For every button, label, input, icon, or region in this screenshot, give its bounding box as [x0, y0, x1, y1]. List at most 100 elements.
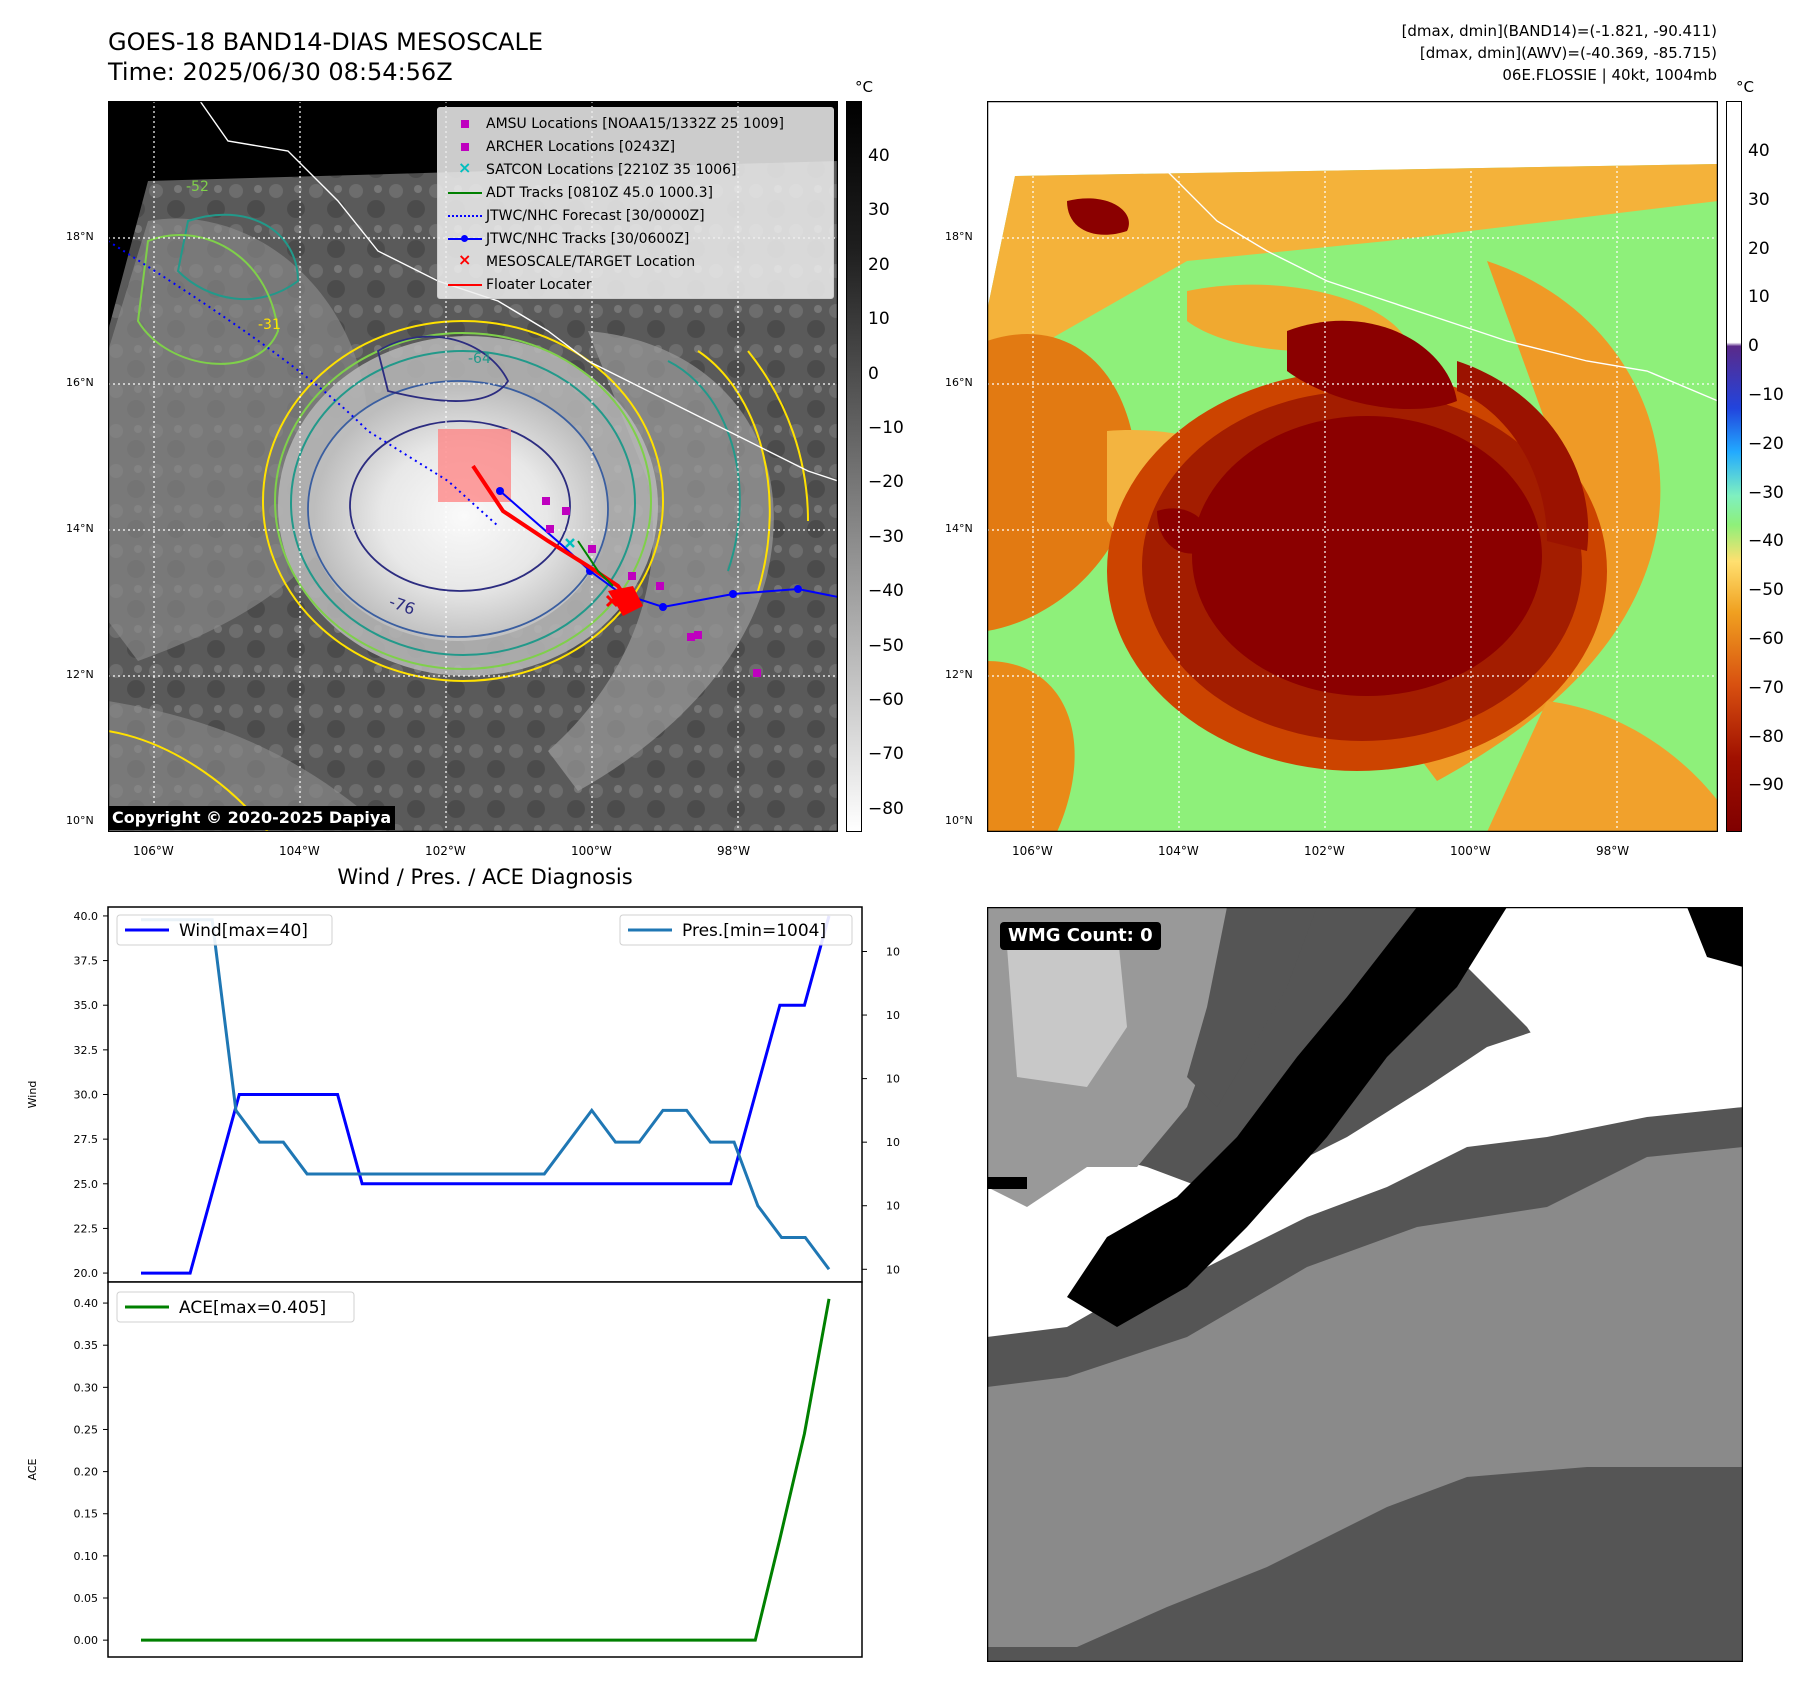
colorbar-tick-label: 30 [1748, 189, 1770, 210]
ace-tick-label: 0.10 [74, 1550, 99, 1563]
colorbar-tick-label: −90 [1748, 775, 1784, 796]
colorbar-tick-label: 20 [868, 254, 890, 275]
legend-marker-icon [446, 229, 486, 249]
wind-tick-label: 37.5 [74, 955, 99, 968]
contour-label: -52 [186, 179, 209, 195]
lon-label: 106°W [133, 844, 174, 858]
colorbar-tick-label: −40 [1748, 531, 1784, 552]
figure-title: GOES-18 BAND14-DIAS MESOSCALE [108, 28, 544, 56]
storm-info: 06E.FLOSSIE | 40kt, 1004mb [1502, 66, 1717, 84]
lon-label: 104°W [279, 844, 320, 858]
colorbar-tick-label: −70 [1748, 677, 1784, 698]
wind-tick-label: 25.0 [74, 1178, 99, 1191]
lat-label: 10°N [945, 814, 973, 827]
awv-map [987, 101, 1718, 832]
colorbar-tick-label: −80 [868, 798, 904, 819]
ace-tick-label: 0.15 [74, 1508, 99, 1521]
colorbar-tick-label: 40 [1748, 141, 1770, 161]
pressure-tick-label: 1008 [886, 1136, 900, 1149]
lat-label: 14°N [66, 522, 94, 535]
legend-label: Floater Locater [486, 277, 592, 293]
legend-label: ADT Tracks [0810Z 45.0 1000.3] [486, 185, 713, 201]
legend-marker-icon [446, 183, 486, 203]
lat-label: 14°N [945, 522, 973, 535]
lat-label: 10°N [66, 814, 94, 827]
legend-item: × MESOSCALE/TARGET Location [446, 250, 696, 272]
colorbar-tick-label: −50 [868, 635, 904, 656]
map-legend: AMSU Locations [NOAA15/1332Z 25 1009] ARC… [437, 107, 834, 299]
ace-tick-label: 0.05 [74, 1592, 99, 1605]
legend-marker-icon: × [458, 250, 472, 269]
ace-tick-label: 0.00 [74, 1634, 99, 1647]
lon-label: 100°W [1450, 844, 1491, 858]
legend-marker-icon [446, 275, 486, 295]
legend-item: Floater Locater [446, 275, 592, 295]
legend-item: ADT Tracks [0810Z 45.0 1000.3] [446, 183, 713, 203]
colorbar-tick-label: 10 [1748, 287, 1770, 308]
colorbar-tick-label: 0 [868, 363, 879, 384]
ace-axes [107, 1281, 863, 1658]
colorbar-tick-label: −50 [1748, 580, 1784, 601]
colorbar-tick-label: −20 [1748, 433, 1784, 454]
pressure-series-line [141, 918, 831, 1271]
lon-label: 98°W [717, 844, 751, 858]
colorbar-tick-label: 20 [1748, 238, 1770, 259]
figure-time: Time: 2025/06/30 08:54:56Z [108, 58, 453, 86]
wind-tick-label: 22.5 [74, 1222, 99, 1235]
lat-label: 18°N [945, 230, 973, 243]
wind-tick-label: 32.5 [74, 1044, 99, 1057]
diagnosis-title: Wind / Pres. / ACE Diagnosis [337, 865, 633, 889]
wind-legend-box [116, 914, 333, 946]
wmg-count-label: WMG Count: 0 [1000, 922, 1161, 950]
colorbar-tick-label: −10 [1748, 385, 1784, 405]
wmg-panel [987, 907, 1743, 1662]
ir-colorbar-unit: °C [855, 78, 873, 96]
legend-item: AMSU Locations [NOAA15/1332Z 25 1009] [446, 114, 784, 134]
pressure-tick-label: 1012 [886, 1009, 900, 1022]
legend-label: ARCHER Locations [0243Z] [486, 139, 676, 155]
legend-item: × SATCON Locations [2210Z 35 1006] [446, 158, 737, 180]
lat-label: 12°N [945, 668, 973, 681]
pressure-legend-box [619, 914, 853, 946]
ace-tick-label: 0.20 [74, 1466, 99, 1479]
ace-legend-box [116, 1291, 355, 1323]
wind-legend-label: Wind[max=40] [179, 921, 308, 941]
colorbar-tick-label: 40 [868, 146, 890, 166]
legend-label: JTWC/NHC Forecast [30/0000Z] [486, 208, 705, 224]
lon-label: 106°W [1012, 844, 1053, 858]
pressure-legend-label: Pres.[min=1004] [682, 921, 826, 941]
wind-series-line [141, 915, 831, 1275]
ir-colorbar [846, 101, 862, 832]
colorbar-tick-label: −20 [868, 472, 904, 493]
colorbar-tick-label: −70 [868, 744, 904, 765]
legend-label: MESOSCALE/TARGET Location [486, 254, 696, 270]
lon-label: 104°W [1158, 844, 1199, 858]
legend-marker-icon [446, 206, 486, 226]
legend-marker-icon: × [458, 158, 472, 177]
wind-tick-label: 35.0 [74, 999, 99, 1012]
legend-marker-icon [446, 114, 486, 134]
ace-tick-label: 0.35 [74, 1339, 99, 1352]
legend-item: JTWC/NHC Forecast [30/0000Z] [446, 206, 705, 226]
pressure-tick-label: 1014 [886, 945, 900, 958]
ace-legend-label: ACE[max=0.405] [179, 1298, 326, 1318]
legend-label: SATCON Locations [2210Z 35 1006] [486, 162, 737, 178]
wind-pressure-axes [107, 906, 863, 1283]
colorbar-tick-label: 0 [1748, 336, 1759, 357]
copyright-label: Copyright © 2020-2025 Dapiya [108, 806, 396, 830]
ace-tick-label: 0.40 [74, 1297, 99, 1310]
colorbar-tick-label: 30 [868, 200, 890, 221]
colorbar-tick-label: −30 [868, 526, 904, 547]
lon-label: 100°W [571, 844, 612, 858]
stats-awv: [dmax, dmin](AWV)=(-40.369, -85.715) [1419, 44, 1717, 62]
legend-label: AMSU Locations [NOAA15/1332Z 25 1009] [486, 116, 785, 132]
pressure-tick-label: 1004 [886, 1263, 900, 1276]
legend-item: ARCHER Locations [0243Z] [446, 137, 675, 157]
legend-marker-icon [446, 137, 486, 157]
ace-series-line [141, 1298, 831, 1642]
lon-label: 102°W [425, 844, 466, 858]
wind-tick-label: 20.0 [74, 1267, 99, 1280]
colorbar-tick-label: −60 [868, 690, 904, 710]
lat-label: 18°N [66, 230, 94, 243]
stats-band14: [dmax, dmin](BAND14)=(-1.821, -90.411) [1401, 22, 1717, 40]
